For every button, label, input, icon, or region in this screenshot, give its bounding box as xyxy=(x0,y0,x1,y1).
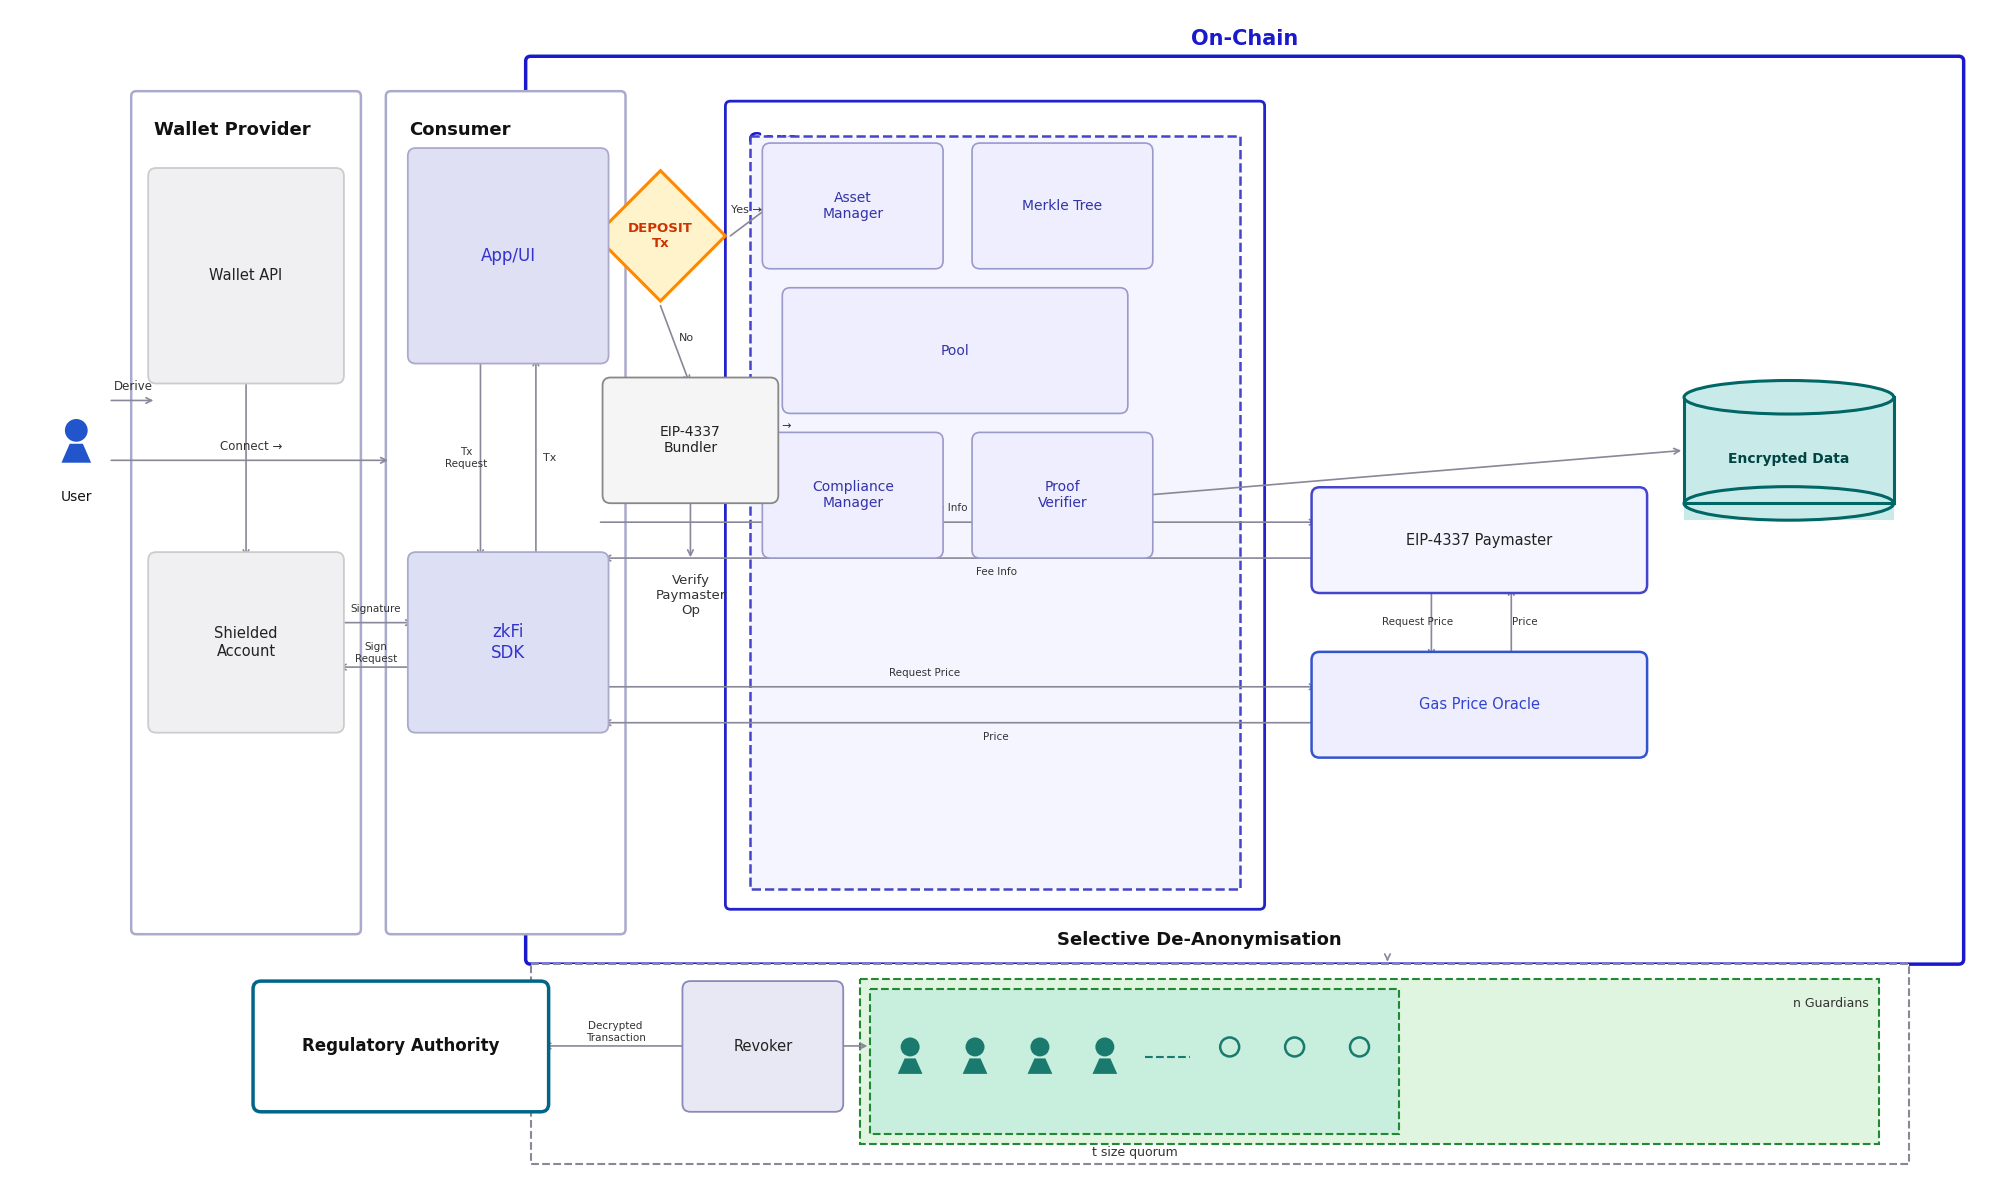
Text: On-Chain: On-Chain xyxy=(1192,30,1298,49)
Text: Selective De-Anonymisation: Selective De-Anonymisation xyxy=(1058,931,1342,949)
Text: Regulatory Authority: Regulatory Authority xyxy=(302,1038,500,1055)
Polygon shape xyxy=(962,1058,988,1073)
Text: Verify
Paymaster
Op: Verify Paymaster Op xyxy=(656,573,726,616)
Text: zkFi
SDK: zkFi SDK xyxy=(492,623,526,661)
Text: Yes →: Yes → xyxy=(730,205,762,215)
FancyBboxPatch shape xyxy=(526,56,1964,964)
Circle shape xyxy=(1030,1038,1050,1057)
FancyBboxPatch shape xyxy=(870,989,1400,1134)
FancyBboxPatch shape xyxy=(682,981,844,1112)
Text: Gas Price Oracle: Gas Price Oracle xyxy=(1418,697,1540,713)
Circle shape xyxy=(900,1038,920,1057)
Text: Price: Price xyxy=(984,732,1008,741)
Text: Request Price: Request Price xyxy=(1382,617,1452,627)
FancyBboxPatch shape xyxy=(254,981,548,1112)
FancyBboxPatch shape xyxy=(972,143,1152,269)
Text: Proof
Verifier: Proof Verifier xyxy=(1038,480,1088,510)
FancyBboxPatch shape xyxy=(860,979,1878,1144)
FancyBboxPatch shape xyxy=(1312,652,1648,758)
Text: EIP-4337 Paymaster: EIP-4337 Paymaster xyxy=(1406,533,1552,548)
FancyBboxPatch shape xyxy=(762,432,944,558)
Text: User Op →: User Op → xyxy=(734,421,792,431)
FancyBboxPatch shape xyxy=(408,552,608,733)
Ellipse shape xyxy=(1684,381,1894,414)
Text: No: No xyxy=(678,333,694,343)
FancyBboxPatch shape xyxy=(148,168,344,383)
Circle shape xyxy=(1096,1038,1114,1057)
Circle shape xyxy=(64,419,88,442)
FancyBboxPatch shape xyxy=(386,91,626,934)
FancyBboxPatch shape xyxy=(530,964,1908,1164)
Text: User: User xyxy=(60,491,92,504)
Circle shape xyxy=(966,1038,984,1057)
Text: Sign
Request: Sign Request xyxy=(354,642,396,664)
FancyBboxPatch shape xyxy=(762,143,944,269)
Text: Core: Core xyxy=(748,131,800,150)
Text: Consumer: Consumer xyxy=(408,121,510,140)
Text: Pool: Pool xyxy=(940,344,970,357)
Text: n Guardians: n Guardians xyxy=(1794,997,1868,1010)
Text: EIP-4337
Bundler: EIP-4337 Bundler xyxy=(660,425,720,455)
Text: Price: Price xyxy=(1512,617,1538,627)
Polygon shape xyxy=(596,171,726,301)
Polygon shape xyxy=(898,1058,922,1073)
FancyBboxPatch shape xyxy=(750,136,1240,890)
Text: Shielded
Account: Shielded Account xyxy=(214,626,278,659)
Text: Request Price: Request Price xyxy=(888,667,960,678)
FancyBboxPatch shape xyxy=(148,552,344,733)
Text: Wallet API: Wallet API xyxy=(210,269,282,283)
Text: Merkle Tree: Merkle Tree xyxy=(1022,199,1102,213)
Text: Wallet Provider: Wallet Provider xyxy=(154,121,310,140)
FancyBboxPatch shape xyxy=(408,148,608,363)
Text: Revoker: Revoker xyxy=(734,1039,792,1054)
Text: Asset
Manager: Asset Manager xyxy=(822,191,884,221)
FancyBboxPatch shape xyxy=(1312,487,1648,593)
Bar xyxy=(1684,398,1894,521)
Polygon shape xyxy=(62,444,92,463)
FancyBboxPatch shape xyxy=(972,432,1152,558)
FancyBboxPatch shape xyxy=(602,377,778,503)
Polygon shape xyxy=(1028,1058,1052,1073)
FancyBboxPatch shape xyxy=(726,101,1264,910)
Text: Tx: Tx xyxy=(544,453,556,463)
Text: Decrypted
Transaction: Decrypted Transaction xyxy=(586,1021,646,1042)
Text: Tx →: Tx → xyxy=(586,233,612,242)
Text: Request Fee Info: Request Fee Info xyxy=(880,503,968,513)
Text: Compliance
Manager: Compliance Manager xyxy=(812,480,894,510)
Text: Derive: Derive xyxy=(114,380,154,393)
Text: Signature: Signature xyxy=(350,604,402,614)
Text: Encrypted Data: Encrypted Data xyxy=(1728,451,1850,466)
Text: Tx
Request: Tx Request xyxy=(446,447,488,468)
Text: Connect →: Connect → xyxy=(220,439,282,453)
FancyBboxPatch shape xyxy=(132,91,360,934)
Ellipse shape xyxy=(1684,487,1894,521)
Text: t size quorum: t size quorum xyxy=(1092,1146,1178,1158)
Text: DEPOSIT
Tx: DEPOSIT Tx xyxy=(628,222,692,250)
Text: Fee Info: Fee Info xyxy=(976,567,1016,577)
Polygon shape xyxy=(1092,1058,1118,1073)
Text: App/UI: App/UI xyxy=(480,247,536,265)
FancyBboxPatch shape xyxy=(782,288,1128,413)
